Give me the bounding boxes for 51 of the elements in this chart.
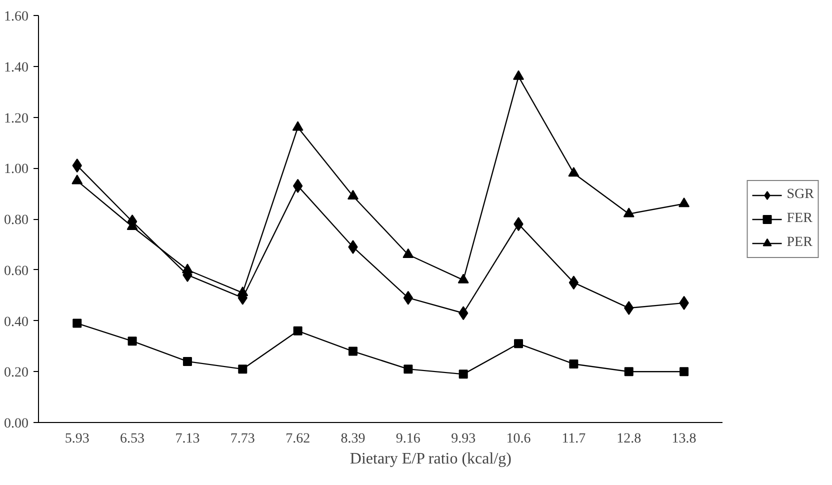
x-tick-label: 8.39 [340, 432, 366, 446]
x-tick-label: 9.93 [451, 432, 476, 446]
point [292, 121, 304, 131]
point [237, 286, 248, 296]
point [458, 274, 469, 284]
x-tick-label: 12.8 [616, 432, 642, 446]
point [72, 318, 82, 328]
point [404, 364, 413, 374]
x-tick-label: 9.16 [396, 432, 420, 446]
legend-label: PER [786, 234, 812, 250]
y-tick-label: 0.60 [4, 264, 28, 279]
point [568, 166, 580, 177]
point [347, 190, 358, 200]
x-tick-label: 7.13 [175, 432, 200, 446]
point [678, 197, 690, 208]
point [182, 356, 192, 366]
legend-label: FER [786, 210, 812, 226]
y-tick-label: 0.40 [4, 314, 28, 330]
y-tick-label: 0.00 [4, 416, 28, 432]
point [402, 248, 414, 258]
y-tick-label: 0.80 [4, 213, 28, 228]
x-axis-title: Dietary E/P ratio (kcal/g) [350, 450, 512, 468]
x-tick-label: 10.6 [506, 432, 531, 446]
point [403, 290, 414, 305]
y-tick-label: 1.60 [4, 10, 28, 24]
point [568, 276, 579, 290]
point [238, 364, 248, 374]
point [348, 346, 358, 356]
x-tick-label: 13.8 [672, 432, 696, 446]
point [569, 359, 578, 368]
point [458, 370, 468, 379]
y-tick-label: 0.20 [4, 366, 28, 381]
x-tick-label: 7.62 [286, 432, 310, 446]
x-tick-label: 11.7 [562, 432, 586, 446]
x-tick-label: 7.73 [230, 432, 255, 446]
x-tick-label: 6.53 [120, 432, 145, 446]
point [72, 174, 83, 184]
legend-label: SGR [786, 186, 814, 202]
point [182, 264, 193, 274]
point [293, 326, 302, 336]
point [680, 367, 689, 376]
y-tick-label: 1.40 [4, 60, 28, 76]
point [292, 178, 303, 193]
point [624, 367, 634, 376]
point [513, 70, 524, 80]
x-tick-label: 5.93 [64, 432, 90, 446]
y-tick-label: 1.00 [4, 162, 28, 178]
y-tick-label: 1.20 [4, 111, 28, 126]
point [128, 336, 137, 346]
point [514, 339, 524, 348]
point [623, 208, 634, 218]
